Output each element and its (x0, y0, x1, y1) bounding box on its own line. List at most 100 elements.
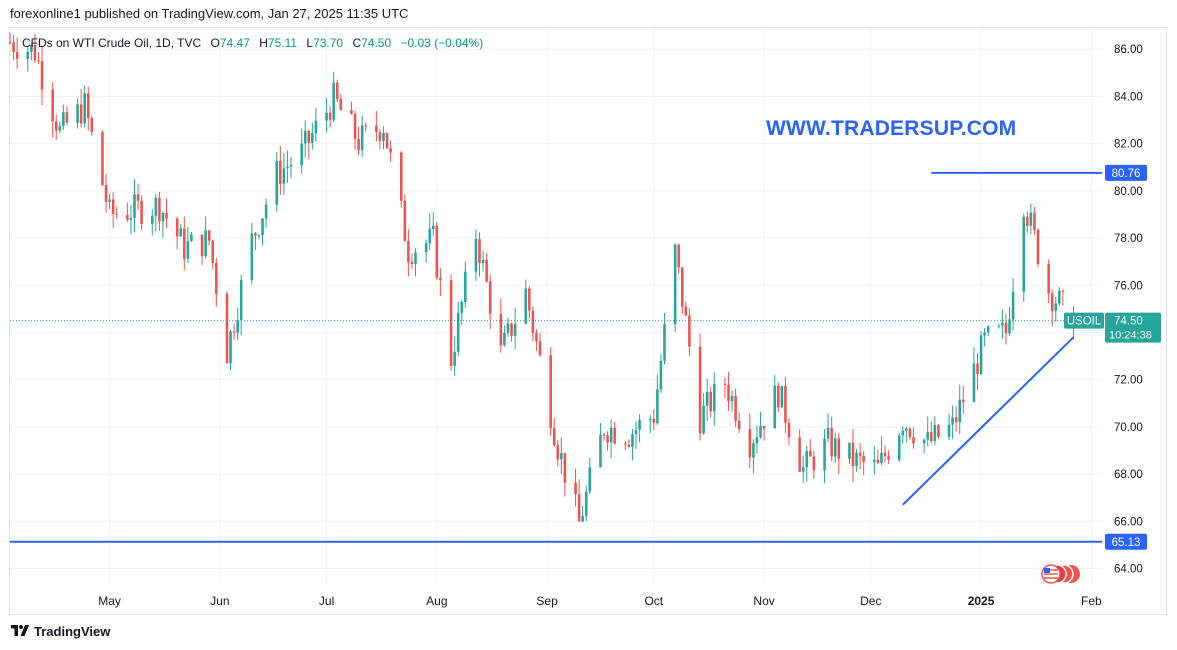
candle-body (777, 385, 780, 408)
candle-body (200, 234, 204, 257)
candle-body (264, 204, 268, 219)
candle-body (1047, 263, 1050, 294)
candle-body (1011, 291, 1015, 320)
price-tick-label: 66.00 (1114, 516, 1143, 528)
time-tick-label: Aug (426, 594, 447, 608)
candle-body (684, 306, 688, 316)
price-tick-label: 84.00 (1114, 91, 1143, 103)
candle-body (937, 425, 940, 437)
trendline (902, 336, 1075, 506)
candle-body (175, 218, 179, 237)
candle-body (627, 444, 631, 447)
candle-body (1061, 290, 1065, 292)
level-badge (1105, 164, 1147, 181)
candle-body (1036, 230, 1040, 264)
tradingview-footer[interactable]: TradingView (10, 624, 110, 639)
time-tick-label: Nov (753, 594, 774, 608)
candle-body (730, 395, 734, 402)
candle-body (986, 326, 990, 333)
published-by-header: forexonline1 published on TradingView.co… (10, 6, 409, 21)
price-axis: 64.0066.0068.0070.0072.0074.0076.0078.00… (1114, 44, 1143, 575)
candle-body (997, 325, 1001, 327)
candle-body (584, 491, 588, 517)
candle-body (79, 104, 83, 124)
candle-body (275, 160, 279, 205)
chart-frame (9, 27, 1167, 615)
symbol-description: CFDs on WTI Crude Oil, 1D, TVC (22, 36, 202, 50)
candle-body (90, 117, 94, 132)
candle-body (150, 215, 154, 225)
candle-body (809, 450, 812, 457)
candle-body (449, 280, 453, 366)
low-value: 73.70 (313, 36, 344, 50)
candle-body (560, 453, 563, 460)
candle-body (784, 386, 787, 423)
candle-body (339, 99, 343, 111)
candle-body (62, 112, 65, 127)
candle-body (926, 432, 929, 440)
candle-body (378, 132, 382, 141)
candle-body (780, 386, 784, 408)
candle-body (677, 244, 680, 268)
candle-body (474, 238, 478, 272)
candle-body (680, 267, 684, 307)
candle-body (282, 168, 286, 184)
candle-body (1033, 212, 1036, 231)
candle-body (599, 434, 602, 468)
price-tick-label: 64.00 (1114, 563, 1143, 575)
candle-body (858, 452, 862, 456)
time-axis: May Jun Jul Aug Sep Oct Nov Dec 2025 Feb (98, 594, 1102, 608)
close-value: 74.50 (361, 36, 392, 50)
candle-body (232, 331, 236, 333)
candle-body (880, 452, 883, 464)
candle-body (961, 399, 965, 402)
candle-body (236, 320, 239, 333)
level-badge (1105, 533, 1147, 550)
candle-body (698, 346, 702, 434)
candle-body (659, 360, 663, 390)
candle-body (111, 199, 115, 214)
candle-body (435, 225, 439, 278)
candle-body (855, 452, 858, 467)
candle-body (1026, 216, 1029, 226)
time-tick-label: Dec (860, 594, 881, 608)
candle-body (15, 51, 19, 59)
candle-body (673, 244, 677, 325)
candle-body (65, 112, 69, 123)
candle-body (314, 120, 318, 134)
candle-body (602, 434, 606, 436)
symbol-badge (1064, 312, 1104, 329)
candle-body (624, 443, 627, 445)
price-tick-label: 78.00 (1114, 233, 1143, 245)
candle-body (126, 214, 129, 220)
watermark-text: WWW.TRADERSUP.COM (766, 117, 1017, 140)
candle-body (538, 341, 542, 356)
time-tick-label: Oct (644, 594, 663, 608)
candle-body (876, 459, 880, 464)
candle-body (456, 313, 460, 352)
high-value: 75.11 (267, 36, 298, 50)
candle-body (158, 197, 161, 222)
candle-body (552, 428, 556, 446)
close-label: C (352, 36, 362, 50)
price-tick-label: 68.00 (1114, 469, 1143, 481)
time-tick-label: 2025 (968, 594, 995, 608)
tradingview-brand: TradingView (34, 624, 111, 639)
candle-body (161, 213, 165, 222)
level-badge-label: 65.13 (1112, 537, 1141, 549)
candle-body (905, 428, 908, 431)
price-tick-label: 76.00 (1114, 280, 1143, 292)
candle-body (51, 89, 54, 122)
candle-body (922, 439, 926, 444)
candle-body (428, 228, 432, 244)
candle-body (211, 240, 215, 263)
candle-body (947, 424, 951, 437)
open-label: O (210, 36, 220, 50)
candle-body (702, 405, 705, 434)
candle-body (812, 456, 816, 471)
candle-body (129, 217, 133, 220)
candle-body (37, 60, 40, 62)
candle-body (709, 391, 713, 412)
candle-body (513, 323, 517, 336)
